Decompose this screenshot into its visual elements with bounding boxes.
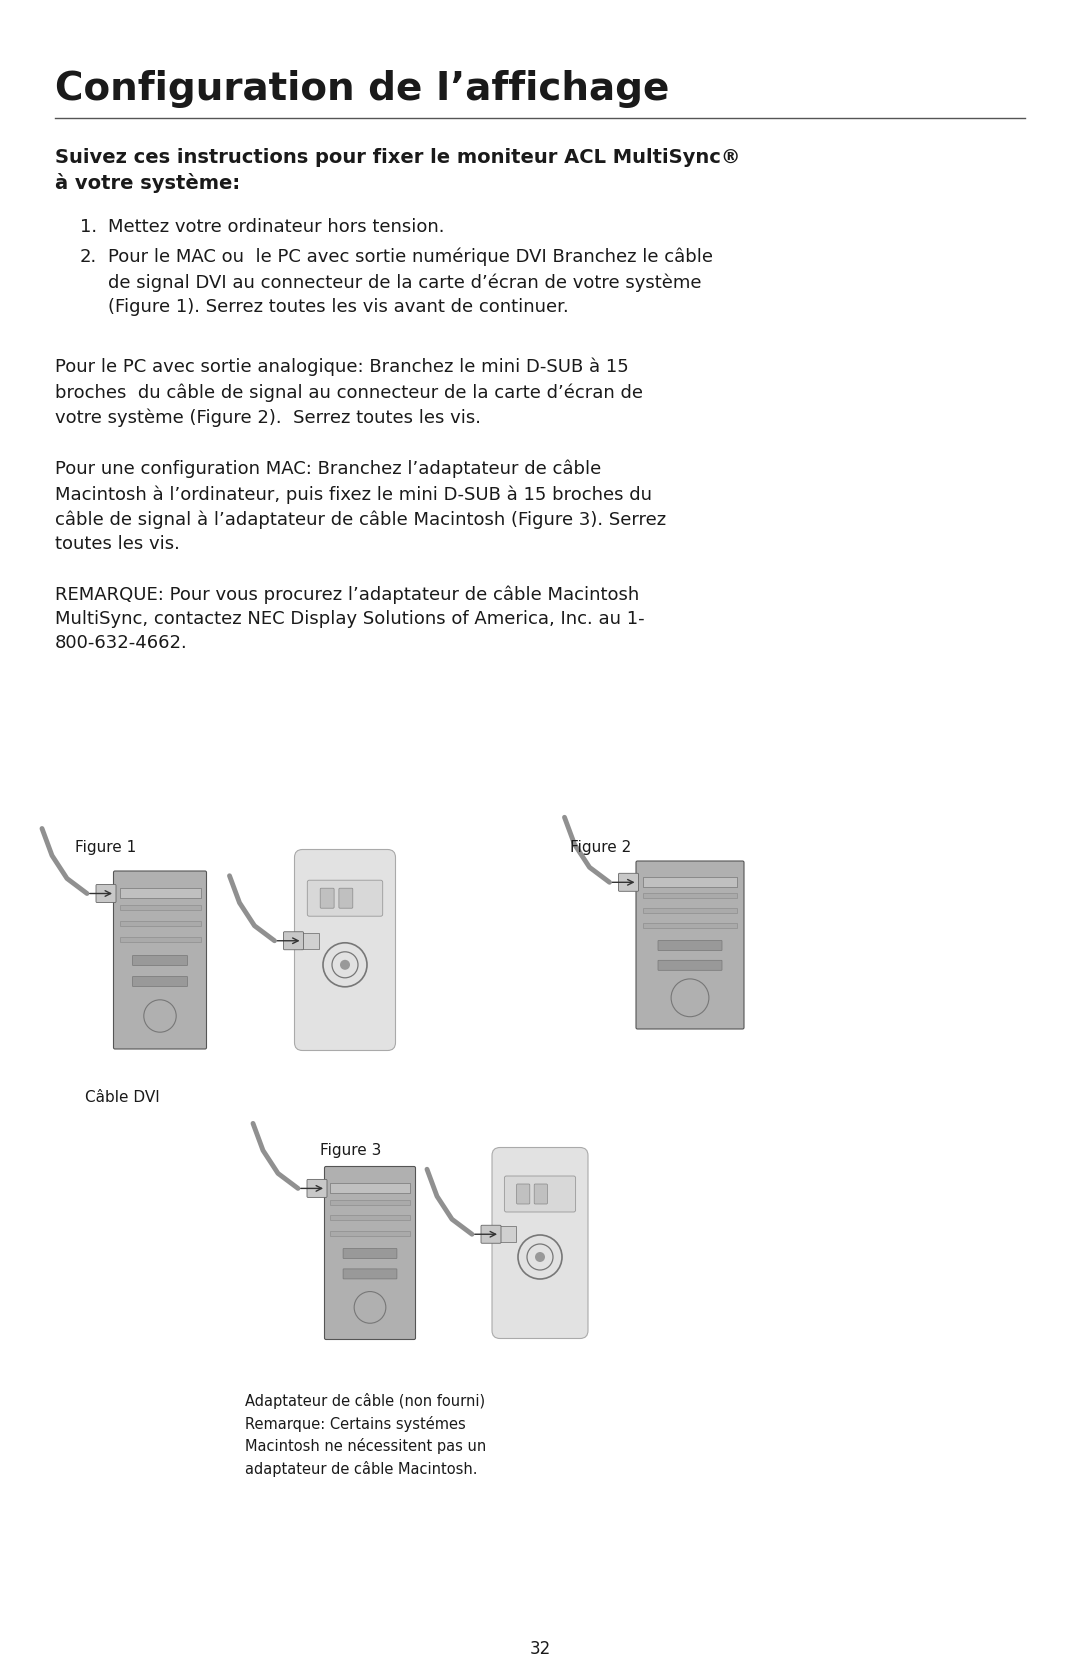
FancyBboxPatch shape — [320, 888, 334, 908]
Text: Figure 2: Figure 2 — [570, 840, 631, 855]
Bar — [643, 923, 738, 928]
Text: Mettez votre ordinateur hors tension.: Mettez votre ordinateur hors tension. — [108, 219, 445, 235]
FancyBboxPatch shape — [307, 1180, 327, 1197]
FancyBboxPatch shape — [283, 931, 303, 950]
FancyBboxPatch shape — [504, 1177, 576, 1212]
Bar — [643, 878, 738, 888]
Bar — [330, 1183, 409, 1193]
Text: Figure 3: Figure 3 — [320, 1143, 381, 1158]
Bar — [330, 1230, 409, 1235]
Text: 32: 32 — [529, 1641, 551, 1657]
FancyBboxPatch shape — [133, 976, 188, 986]
Text: Figure 1: Figure 1 — [75, 840, 136, 855]
FancyBboxPatch shape — [658, 960, 723, 970]
FancyBboxPatch shape — [295, 850, 395, 1050]
FancyBboxPatch shape — [492, 1148, 588, 1339]
Bar — [330, 1215, 409, 1220]
Bar — [300, 933, 319, 948]
FancyBboxPatch shape — [535, 1183, 548, 1203]
FancyBboxPatch shape — [113, 871, 206, 1050]
Text: Pour le MAC ou  le PC avec sortie numérique DVI Branchez le câble
de signal DVI : Pour le MAC ou le PC avec sortie numériq… — [108, 249, 713, 315]
Text: Pour une configuration MAC: Branchez l’adaptateur de câble
Macintosh à l’ordinat: Pour une configuration MAC: Branchez l’a… — [55, 461, 666, 552]
FancyBboxPatch shape — [324, 1167, 416, 1340]
Bar — [120, 888, 201, 898]
FancyBboxPatch shape — [636, 861, 744, 1030]
FancyBboxPatch shape — [343, 1248, 397, 1258]
Text: Suivez ces instructions pour fixer le moniteur ACL MultiSync®
à votre système:: Suivez ces instructions pour fixer le mo… — [55, 149, 741, 194]
Text: Adaptateur de câble (non fourni)
Remarque: Certains systémes
Macintosh ne nécess: Adaptateur de câble (non fourni) Remarqu… — [245, 1394, 486, 1477]
Text: Câble DVI: Câble DVI — [85, 1090, 160, 1105]
FancyBboxPatch shape — [343, 1268, 397, 1278]
FancyBboxPatch shape — [308, 880, 382, 916]
FancyBboxPatch shape — [619, 873, 638, 891]
Text: Configuration de I’affichage: Configuration de I’affichage — [55, 70, 670, 108]
Text: 1.: 1. — [80, 219, 97, 235]
FancyBboxPatch shape — [339, 888, 353, 908]
Bar — [120, 936, 201, 941]
FancyBboxPatch shape — [96, 885, 116, 903]
FancyBboxPatch shape — [658, 941, 723, 951]
Circle shape — [535, 1252, 545, 1262]
Bar — [498, 1227, 516, 1242]
FancyBboxPatch shape — [481, 1225, 501, 1243]
Bar — [120, 906, 201, 911]
Bar — [330, 1200, 409, 1205]
Text: 2.: 2. — [80, 249, 97, 265]
FancyBboxPatch shape — [133, 955, 188, 965]
Text: Pour le PC avec sortie analogique: Branchez le mini D-SUB à 15
broches  du câble: Pour le PC avec sortie analogique: Branc… — [55, 357, 643, 427]
Bar — [643, 893, 738, 898]
Bar — [643, 908, 738, 913]
Bar — [120, 921, 201, 926]
Circle shape — [340, 960, 350, 970]
FancyBboxPatch shape — [516, 1183, 530, 1203]
Text: REMARQUE: Pour vous procurez l’adaptateur de câble Macintosh
MultiSync, contacte: REMARQUE: Pour vous procurez l’adaptateu… — [55, 586, 645, 653]
